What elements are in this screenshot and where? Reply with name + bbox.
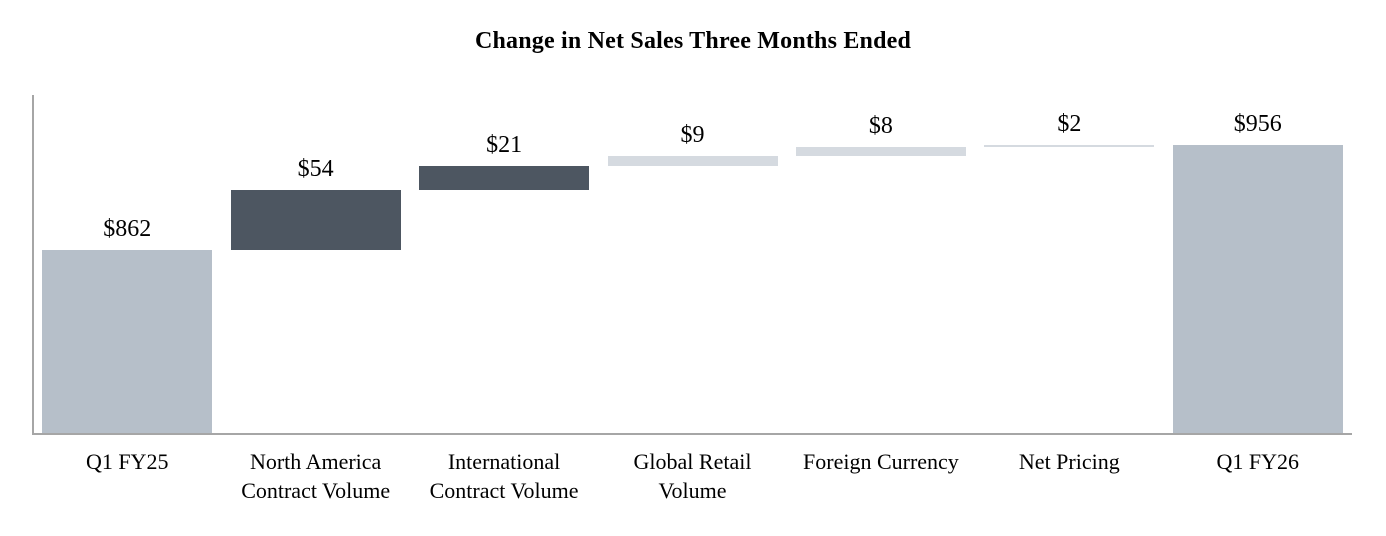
- waterfall-bar-7: [1172, 144, 1343, 433]
- x-axis-line: [32, 433, 1352, 435]
- waterfall-bar-1: [42, 250, 213, 433]
- bar-value-label: $862: [103, 216, 152, 243]
- waterfall-bar-3: [419, 165, 590, 190]
- x-axis-label: Global Retail Volume: [633, 449, 752, 503]
- waterfall-bar-4: [607, 155, 778, 166]
- y-axis-line: [32, 95, 34, 435]
- x-axis-label: Foreign Currency: [803, 449, 959, 474]
- bar-value-label: $9: [680, 121, 705, 148]
- bar-value-label: $956: [1233, 110, 1282, 137]
- x-axis-label: North America Contract Volume: [241, 449, 391, 503]
- bar-value-label: $8: [868, 112, 893, 139]
- waterfall-bar-6: [984, 144, 1155, 147]
- bar-value-label: $21: [486, 131, 523, 158]
- waterfall-bar-5: [795, 146, 966, 156]
- x-axis-label: Q1 FY25: [85, 449, 169, 474]
- chart-title: Change in Net Sales Three Months Ended: [474, 28, 912, 54]
- x-axis-label: Net Pricing: [1018, 449, 1120, 474]
- bar-value-label: $54: [297, 155, 334, 182]
- x-axis-label: International Contract Volume: [429, 449, 579, 503]
- waterfall-bar-2: [230, 189, 401, 251]
- bar-value-label: $2: [1057, 110, 1082, 137]
- x-axis-label: Q1 FY26: [1216, 449, 1300, 474]
